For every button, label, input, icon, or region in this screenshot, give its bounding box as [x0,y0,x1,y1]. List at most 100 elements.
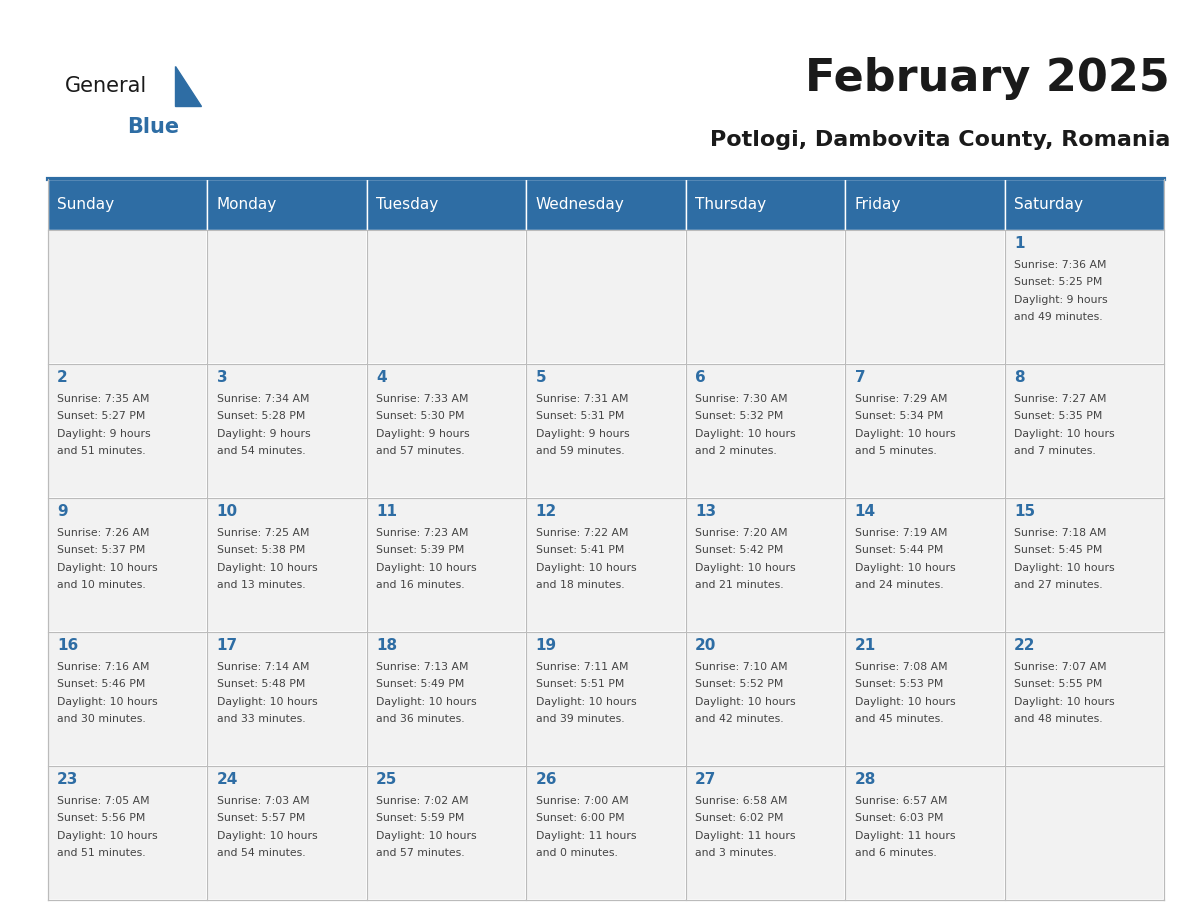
Text: Thursday: Thursday [695,196,766,212]
Text: Sunrise: 7:33 AM: Sunrise: 7:33 AM [377,394,468,404]
Bar [1005,364,1164,498]
Text: Sunrise: 7:02 AM: Sunrise: 7:02 AM [377,796,469,806]
Text: Daylight: 10 hours: Daylight: 10 hours [695,563,796,573]
Bar [48,230,207,364]
Text: and 10 minutes.: and 10 minutes. [57,580,146,590]
Bar [48,364,207,498]
Bar [1005,632,1164,766]
Text: Daylight: 10 hours: Daylight: 10 hours [695,697,796,707]
Text: Daylight: 9 hours: Daylight: 9 hours [216,429,310,439]
Bar [48,766,207,900]
Text: Sunrise: 7:14 AM: Sunrise: 7:14 AM [216,662,309,672]
Text: Sunset: 5:55 PM: Sunset: 5:55 PM [1015,679,1102,689]
Text: Tuesday: Tuesday [377,196,438,212]
Text: Sunrise: 7:31 AM: Sunrise: 7:31 AM [536,394,628,404]
Text: and 45 minutes.: and 45 minutes. [854,714,943,724]
Text: General: General [65,76,147,96]
Text: Sunset: 5:49 PM: Sunset: 5:49 PM [377,679,465,689]
Text: Sunrise: 7:30 AM: Sunrise: 7:30 AM [695,394,788,404]
Text: Sunset: 6:02 PM: Sunset: 6:02 PM [695,813,784,823]
Text: and 54 minutes.: and 54 minutes. [216,848,305,858]
Bar [685,498,845,632]
Text: and 39 minutes.: and 39 minutes. [536,714,624,724]
Text: Sunset: 6:03 PM: Sunset: 6:03 PM [854,813,943,823]
Text: 23: 23 [57,772,78,787]
Text: 22: 22 [1015,638,1036,653]
Bar [685,230,845,364]
Bar [207,632,367,766]
Text: Daylight: 10 hours: Daylight: 10 hours [377,563,476,573]
Text: Daylight: 10 hours: Daylight: 10 hours [377,697,476,707]
Bar [526,364,685,498]
Text: 10: 10 [216,504,238,519]
Text: Sunrise: 7:34 AM: Sunrise: 7:34 AM [216,394,309,404]
Text: 6: 6 [695,370,706,385]
Text: Sunrise: 7:13 AM: Sunrise: 7:13 AM [377,662,468,672]
Bar [845,364,1005,498]
Bar [845,498,1005,632]
Text: Sunset: 5:28 PM: Sunset: 5:28 PM [216,411,305,421]
Text: Daylight: 10 hours: Daylight: 10 hours [854,429,955,439]
Text: Daylight: 10 hours: Daylight: 10 hours [1015,429,1114,439]
Text: and 16 minutes.: and 16 minutes. [377,580,465,590]
Bar [526,766,685,900]
Text: Sunrise: 7:03 AM: Sunrise: 7:03 AM [216,796,309,806]
Text: 12: 12 [536,504,557,519]
Bar [1005,179,1164,230]
Bar [207,498,367,632]
Text: Sunset: 5:27 PM: Sunset: 5:27 PM [57,411,145,421]
Bar [367,230,526,364]
Text: Sunset: 5:46 PM: Sunset: 5:46 PM [57,679,145,689]
Text: Monday: Monday [216,196,277,212]
Text: Daylight: 10 hours: Daylight: 10 hours [216,697,317,707]
Text: Daylight: 10 hours: Daylight: 10 hours [216,563,317,573]
Bar [207,230,367,364]
Bar [367,498,526,632]
Bar [367,632,526,766]
Polygon shape [175,66,201,106]
Text: Potlogi, Dambovita County, Romania: Potlogi, Dambovita County, Romania [709,129,1170,150]
Text: Sunset: 5:34 PM: Sunset: 5:34 PM [854,411,943,421]
Text: 11: 11 [377,504,397,519]
Text: and 3 minutes.: and 3 minutes. [695,848,777,858]
Text: and 57 minutes.: and 57 minutes. [377,446,465,456]
Text: and 24 minutes.: and 24 minutes. [854,580,943,590]
Text: Sunday: Sunday [57,196,114,212]
Text: Daylight: 11 hours: Daylight: 11 hours [695,831,796,841]
Text: and 48 minutes.: and 48 minutes. [1015,714,1102,724]
Text: 25: 25 [377,772,398,787]
Text: Sunset: 5:30 PM: Sunset: 5:30 PM [377,411,465,421]
Text: and 51 minutes.: and 51 minutes. [57,848,146,858]
Text: Sunrise: 7:27 AM: Sunrise: 7:27 AM [1015,394,1107,404]
Text: Sunset: 5:56 PM: Sunset: 5:56 PM [57,813,145,823]
Text: Wednesday: Wednesday [536,196,625,212]
Text: and 5 minutes.: and 5 minutes. [854,446,936,456]
Text: Sunrise: 7:11 AM: Sunrise: 7:11 AM [536,662,628,672]
Text: 5: 5 [536,370,546,385]
Bar [845,632,1005,766]
Text: and 7 minutes.: and 7 minutes. [1015,446,1097,456]
Text: and 27 minutes.: and 27 minutes. [1015,580,1102,590]
Text: 21: 21 [854,638,876,653]
Bar [1005,498,1164,632]
Text: Daylight: 10 hours: Daylight: 10 hours [536,697,637,707]
Text: and 13 minutes.: and 13 minutes. [216,580,305,590]
Text: Sunrise: 7:19 AM: Sunrise: 7:19 AM [854,528,947,538]
Bar [685,632,845,766]
Text: and 59 minutes.: and 59 minutes. [536,446,624,456]
Text: Sunrise: 7:22 AM: Sunrise: 7:22 AM [536,528,628,538]
Bar [845,230,1005,364]
Text: and 49 minutes.: and 49 minutes. [1015,312,1102,322]
Text: Daylight: 10 hours: Daylight: 10 hours [57,563,158,573]
Text: Sunrise: 6:57 AM: Sunrise: 6:57 AM [854,796,947,806]
Text: Sunrise: 6:58 AM: Sunrise: 6:58 AM [695,796,788,806]
Text: 1: 1 [1015,236,1025,251]
Text: Sunrise: 7:16 AM: Sunrise: 7:16 AM [57,662,150,672]
Bar [526,498,685,632]
Text: Sunset: 5:35 PM: Sunset: 5:35 PM [1015,411,1102,421]
Bar [845,179,1005,230]
Text: Daylight: 11 hours: Daylight: 11 hours [536,831,636,841]
Bar [1005,766,1164,900]
Text: Daylight: 10 hours: Daylight: 10 hours [1015,563,1114,573]
Text: Daylight: 11 hours: Daylight: 11 hours [854,831,955,841]
